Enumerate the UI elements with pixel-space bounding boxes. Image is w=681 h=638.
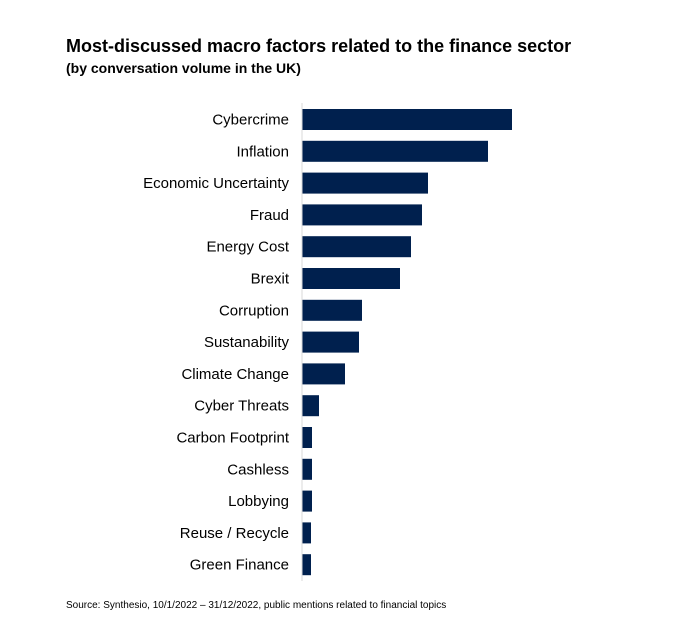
bar-reuse-recycle xyxy=(302,522,311,544)
source-note: Source: Synthesio, 10/1/2022 – 31/12/202… xyxy=(66,600,447,611)
chart-subtitle: (by conversation volume in the UK) xyxy=(66,60,301,76)
bar-cybercrime xyxy=(302,109,512,130)
bar-economic-uncertainty xyxy=(302,172,428,194)
category-label: Corruption xyxy=(219,302,289,319)
bar-fraud xyxy=(302,204,422,226)
bar-cyber-threats xyxy=(302,395,319,417)
category-label: Lobbying xyxy=(228,493,289,510)
category-label: Economic Uncertainty xyxy=(143,175,289,192)
category-label: Carbon Footprint xyxy=(176,430,289,447)
bar-lobbying xyxy=(302,490,312,512)
bar-corruption xyxy=(302,299,362,321)
category-label: Sustanability xyxy=(204,334,290,351)
bar-sustanability xyxy=(302,331,359,353)
category-label: Cashless xyxy=(227,461,289,478)
bar-brexit xyxy=(302,268,400,289)
bar-climate-change xyxy=(302,363,345,385)
chart-title: Most-discussed macro factors related to … xyxy=(66,36,572,56)
category-label: Brexit xyxy=(251,271,290,288)
bar-inflation xyxy=(302,140,488,162)
category-label: Cybercrime xyxy=(212,112,289,129)
category-label: Inflation xyxy=(236,143,289,160)
bar-energy-cost xyxy=(302,236,411,258)
category-label: Fraud xyxy=(250,207,289,224)
category-label: Green Finance xyxy=(190,557,289,574)
bar-carbon-footprint xyxy=(302,427,312,448)
category-label: Cyber Threats xyxy=(194,398,289,415)
bar-green-finance xyxy=(302,554,311,576)
category-label: Reuse / Recycle xyxy=(180,525,289,542)
category-label: Climate Change xyxy=(181,366,289,383)
bar-cashless xyxy=(302,458,312,480)
category-label: Energy Cost xyxy=(206,239,289,256)
